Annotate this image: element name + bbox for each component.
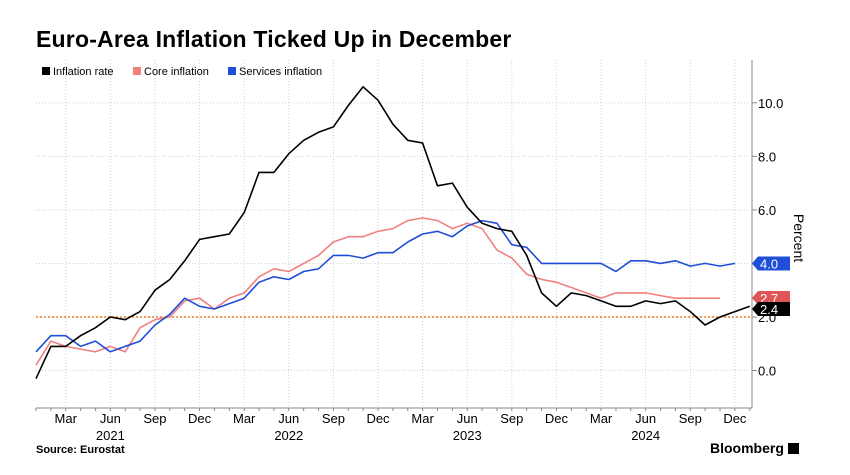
x-tick-label: Jun [278,411,299,426]
x-year-label: 2021 [96,428,125,443]
x-tick-label: Sep [143,411,166,426]
x-tick-label: Mar [411,411,434,426]
x-tick-label: Mar [233,411,256,426]
series-lines [35,86,751,379]
end-label-services-inflation: 4.0 [752,256,790,271]
bloomberg-terminal-icon [787,443,799,454]
x-tick-label: Dec [723,411,747,426]
legend: Inflation rate Core inflation Services inf… [42,66,322,78]
legend-swatch [133,67,141,75]
y-tick-label: 8.0 [758,149,776,164]
legend-label: Inflation rate [53,66,114,78]
x-tick-label: Jun [100,411,121,426]
end-labels: 4.02.72.4 [752,256,790,317]
end-label-tag [752,302,790,316]
series-line-inflation-rate [35,86,751,379]
y-axis-label: Percent [791,214,807,262]
legend-swatch [228,67,236,75]
y-tick-label: 10.0 [758,96,783,111]
chart-title: Euro-Area Inflation Ticked Up in Decembe… [36,26,512,52]
x-year-label: 2024 [631,428,660,443]
brand-name: Bloomberg [710,440,784,456]
end-label-tag [752,291,790,305]
end-label-value: 4.0 [760,256,778,271]
source-note: Source: Eurostat [36,444,125,456]
x-tick-label: Sep [322,411,345,426]
x-tick-label: Mar [55,411,78,426]
gridlines [36,60,753,408]
y-axis-ticks: 0.02.04.06.08.010.0 [752,96,783,379]
series-line-core-inflation [35,217,720,366]
x-year-label: 2023 [453,428,482,443]
end-label-value: 2.4 [760,302,778,317]
x-tick-label: Dec [545,411,569,426]
series-line-services-inflation [35,219,736,353]
legend-label: Services inflation [239,66,322,78]
x-tick-label: Sep [500,411,523,426]
y-tick-label: 6.0 [758,203,776,218]
x-year-label: 2022 [274,428,303,443]
x-tick-label: Jun [457,411,478,426]
y-tick-label: 0.0 [758,364,776,379]
bloomberg-logo: Bloomberg [710,440,799,456]
x-tick-label: Dec [366,411,390,426]
x-axis-ticks: Mar Jun Sep Dec Mar Jun Sep Dec Mar Jun Sep Dec Mar J… [35,408,751,443]
end-label-inflation-rate: 2.4 [752,302,790,317]
x-tick-label: Jun [635,411,656,426]
legend-label: Core inflation [144,66,209,78]
legend-swatch [42,67,50,75]
x-tick-label: Sep [679,411,702,426]
end-label-tag [752,256,790,271]
x-tick-label: Mar [590,411,613,426]
x-tick-label: Dec [188,411,212,426]
